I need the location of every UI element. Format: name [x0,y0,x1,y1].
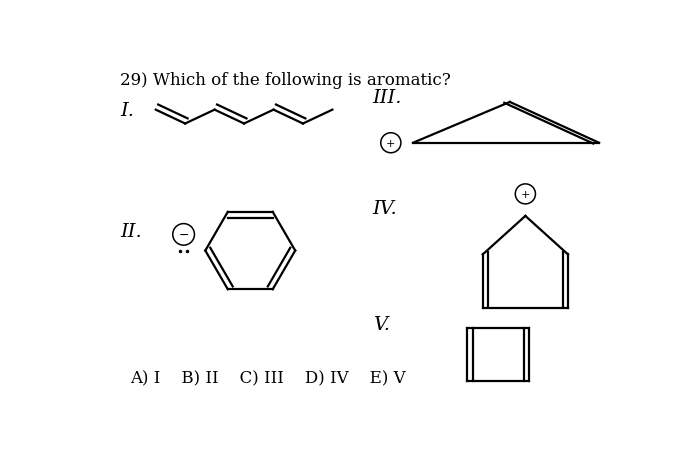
Text: A) I    B) II    C) III    D) IV    E) V: A) I B) II C) III D) IV E) V [130,369,406,386]
Text: +: + [386,139,395,148]
Text: 29) Which of the following is aromatic?: 29) Which of the following is aromatic? [120,72,451,89]
Text: −: − [178,229,189,241]
Text: V.: V. [372,315,390,333]
Text: II.: II. [120,223,142,241]
Text: I.: I. [120,101,134,119]
Text: +: + [521,190,530,200]
Text: III.: III. [372,88,402,106]
Text: IV.: IV. [372,200,398,218]
